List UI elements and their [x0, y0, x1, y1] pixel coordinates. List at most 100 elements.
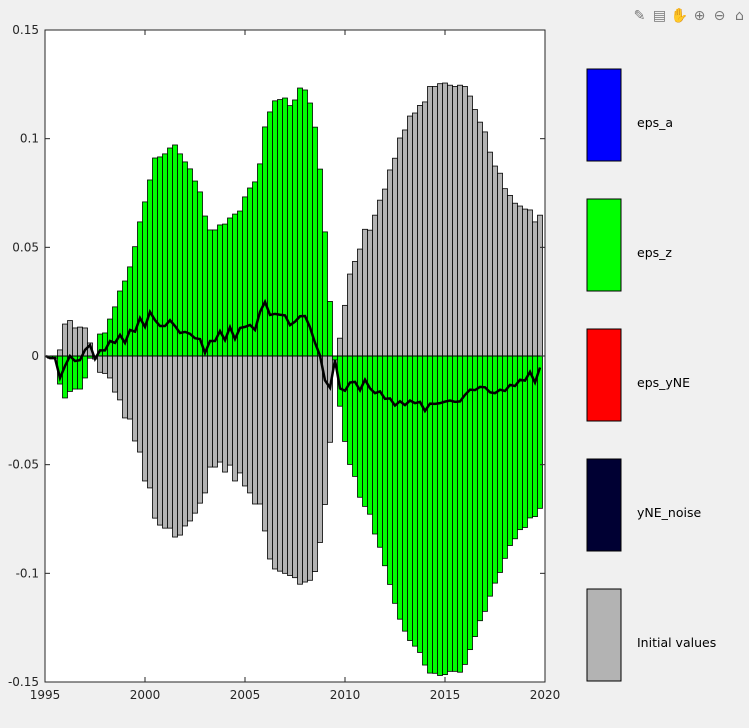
bar-eps_z [387, 355, 393, 585]
bar-initial-values [477, 121, 483, 357]
bar-initial-values [202, 355, 208, 494]
bar-eps_z [197, 191, 203, 357]
bar-eps_z [422, 355, 428, 666]
brush-icon[interactable]: ✎ [633, 7, 646, 24]
bar-initial-values [182, 355, 188, 527]
bar-initial-values [112, 355, 118, 393]
bar-initial-values [357, 248, 363, 357]
bar-initial-values [512, 202, 518, 357]
bar-eps_z [452, 355, 458, 672]
bar-initial-values [302, 355, 308, 583]
bar-initial-values [457, 84, 463, 357]
bar-initial-values [532, 221, 538, 357]
bar-eps_z [477, 355, 483, 622]
bar-initial-values [422, 101, 428, 357]
bar-eps_z [447, 355, 453, 672]
bar-initial-values [277, 355, 283, 572]
bar-initial-values [412, 112, 418, 357]
legend-swatch [586, 68, 622, 162]
bar-initial-values [172, 355, 178, 538]
legend-label: eps_yNE [637, 375, 690, 390]
bar-initial-values [77, 326, 83, 357]
bar-eps_z [317, 168, 323, 357]
bar-initial-values [282, 355, 288, 574]
bar-initial-values [352, 261, 358, 357]
bar-initial-values [232, 355, 238, 482]
bar-initial-values [312, 355, 318, 572]
bar-initial-values [192, 355, 198, 514]
bar-initial-values [362, 228, 368, 357]
bar-eps_z [367, 355, 373, 515]
bar-eps_z [402, 355, 408, 632]
bar-eps_z [352, 355, 358, 477]
bar-eps_z [277, 99, 283, 357]
bar-initial-values [122, 355, 128, 419]
total-line-path [45, 298, 542, 414]
zoom-in-icon[interactable]: ⊕ [693, 7, 706, 24]
bar-eps_z [457, 355, 463, 673]
bar-eps_z [182, 161, 188, 357]
bar-initial-values [272, 355, 278, 570]
bar-eps_z [272, 100, 278, 357]
bar-eps_z [357, 355, 363, 498]
x-tick-label: 2010 [330, 688, 361, 702]
ticks: 1995 2000 2005 2010 2015 2020 0.15 0.1 0.05 0 -0.0… [8, 23, 560, 702]
bar-eps_z [127, 266, 133, 357]
bar-initial-values [137, 355, 143, 453]
bar-initial-values [67, 320, 73, 357]
bar-initial-values [142, 355, 148, 482]
bar-eps_z [377, 355, 383, 548]
bar-initial-values [127, 355, 133, 420]
bar-eps_z [527, 355, 533, 519]
legend-icon[interactable]: ▤ [652, 7, 667, 24]
bar-eps_z [382, 355, 388, 567]
home-icon[interactable]: ⌂ [735, 7, 744, 24]
bar-initial-values [432, 86, 438, 357]
bar-eps_z [342, 355, 348, 442]
bar-initial-values [417, 105, 423, 357]
bar-initial-values [522, 208, 528, 357]
bar-eps_z [467, 355, 473, 651]
pan-hand-icon[interactable]: ✋ [670, 7, 689, 24]
zoom-out-icon[interactable]: ⊖ [713, 7, 726, 24]
bar-initial-values [227, 355, 233, 466]
bar-initial-values [62, 323, 68, 357]
bar-eps_z [112, 306, 118, 357]
bar-initial-values [427, 86, 433, 357]
bar-eps_z [412, 355, 418, 647]
bar-eps_z [137, 221, 143, 357]
bar-initial-values [252, 355, 258, 505]
bar-initial-values [497, 172, 503, 357]
bar-eps_z [347, 355, 353, 465]
legend-swatch [586, 458, 622, 552]
legend-label: eps_z [637, 245, 672, 260]
bar-initial-values [72, 327, 78, 357]
bar-eps_z [502, 355, 508, 559]
bar-eps_z [312, 126, 318, 357]
bar-eps_z [82, 355, 88, 379]
bar-initial-values [147, 355, 153, 489]
bars [45, 82, 545, 676]
legend-label: Initial values [637, 635, 716, 650]
bar-eps_z [292, 99, 298, 357]
bar-initial-values [287, 355, 293, 576]
bar-initial-values [152, 355, 158, 519]
bar-eps_z [227, 217, 233, 357]
bar-eps_z [537, 355, 543, 509]
bar-initial-values [97, 355, 103, 373]
bar-initial-values [387, 169, 393, 357]
y-tick-label: -0.1 [16, 566, 39, 580]
bar-initial-values [212, 355, 218, 468]
bar-initial-values [502, 188, 508, 357]
bar-eps_z [117, 290, 123, 357]
bar-eps_z [462, 355, 468, 665]
bar-initial-values [377, 199, 383, 357]
legend-label: yNE_noise [637, 505, 701, 520]
bar-initial-values [492, 165, 498, 357]
bar-initial-values [517, 205, 523, 357]
bar-initial-values [102, 355, 108, 374]
bar-eps_z [307, 102, 313, 357]
bar-initial-values [392, 157, 398, 357]
bar-eps_z [442, 355, 448, 676]
legend-swatch [586, 198, 622, 292]
